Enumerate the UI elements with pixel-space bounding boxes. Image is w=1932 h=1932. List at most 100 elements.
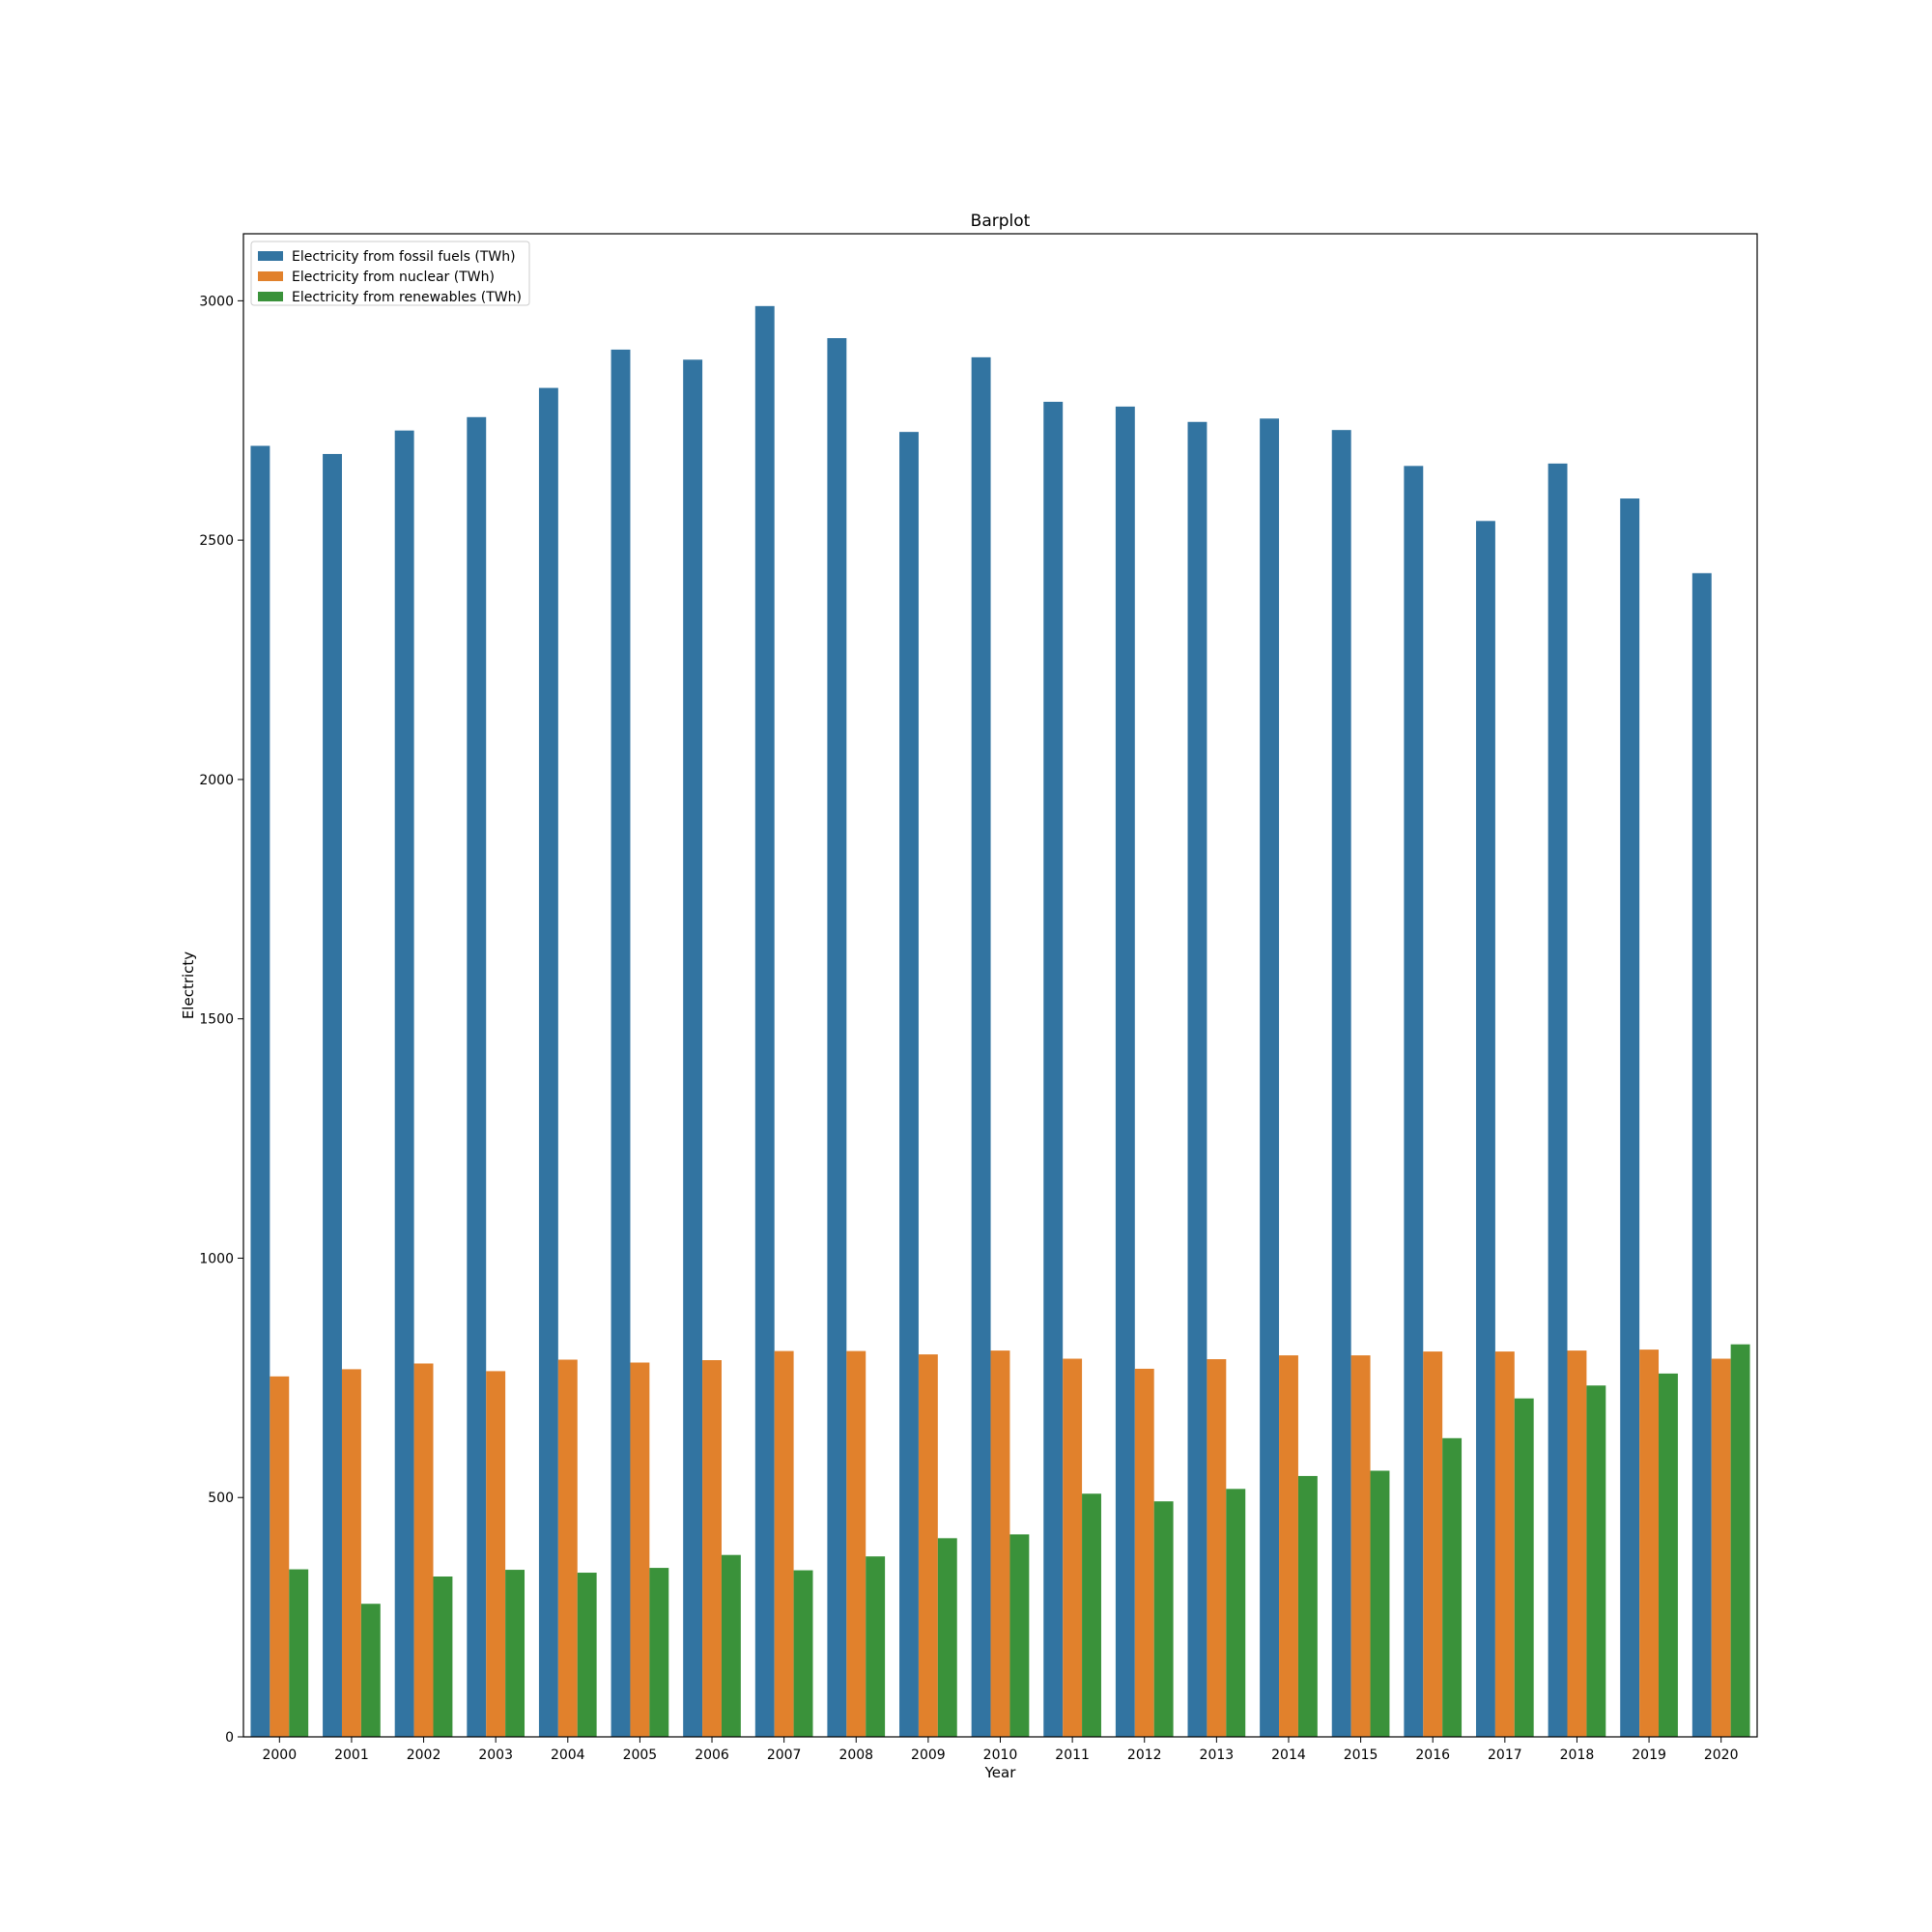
- bar-series-1-2005: [611, 349, 631, 1737]
- x-tick-label: 2000: [262, 1747, 297, 1763]
- bar-series-3-2004: [577, 1573, 597, 1737]
- bar-series-1-2009: [899, 432, 919, 1737]
- y-tick-label: 1500: [199, 1012, 234, 1028]
- x-tick-label: 2020: [1704, 1747, 1739, 1763]
- bar-series-2-2013: [1207, 1359, 1227, 1737]
- bar-series-2-2009: [918, 1354, 938, 1737]
- bar-series-2-2018: [1567, 1350, 1587, 1737]
- bar-series-3-2009: [937, 1538, 957, 1737]
- x-tick-label: 2011: [1055, 1747, 1090, 1763]
- x-tick-label: 2009: [911, 1747, 946, 1763]
- bar-series-3-2006: [721, 1554, 741, 1737]
- bar-series-3-2003: [505, 1570, 526, 1737]
- bar-series-2-2002: [413, 1363, 434, 1737]
- bar-series-2-2015: [1350, 1355, 1371, 1737]
- bar-series-2-2014: [1279, 1355, 1298, 1737]
- bar-series-2-2016: [1423, 1351, 1443, 1737]
- bar-series-3-2013: [1226, 1489, 1246, 1737]
- x-tick-label: 2001: [334, 1747, 369, 1763]
- bar-series-1-2010: [971, 356, 991, 1738]
- bar-series-3-2001: [360, 1604, 381, 1737]
- y-tick-label: 1000: [199, 1251, 234, 1266]
- bar-series-1-2000: [250, 445, 270, 1737]
- x-tick-label: 2016: [1415, 1747, 1450, 1763]
- bar-series-1-2001: [323, 453, 342, 1738]
- bar-series-1-2003: [467, 416, 487, 1737]
- bar-series-1-2002: [394, 430, 414, 1737]
- x-tick-label: 2019: [1632, 1747, 1666, 1763]
- x-axis-label: Year: [984, 1764, 1017, 1781]
- legend-entry-label: Electricity from nuclear (TWh): [292, 270, 495, 285]
- x-axis: 2000 2001 2002 2003 2004 2005 2006 2007 2008 2009…: [262, 1737, 1739, 1763]
- bar-series-3-2017: [1514, 1398, 1534, 1737]
- legend-swatch: [258, 292, 283, 301]
- bar-series-2-2007: [774, 1350, 794, 1737]
- x-tick-label: 2012: [1127, 1747, 1162, 1763]
- y-tick-label: 500: [208, 1491, 234, 1506]
- bar-series-1-2007: [754, 305, 775, 1738]
- bar-series-1-2006: [683, 359, 703, 1738]
- legend-box: [250, 241, 530, 306]
- bar-series-3-2019: [1659, 1373, 1678, 1737]
- x-tick-label: 2008: [838, 1747, 873, 1763]
- bar-series-1-2004: [538, 387, 558, 1737]
- bar-series-1-2013: [1187, 421, 1208, 1737]
- bar-series-2-2017: [1494, 1351, 1515, 1737]
- bar-series-2-2011: [1063, 1358, 1083, 1737]
- bar-series-1-2011: [1043, 401, 1064, 1738]
- y-tick-label: 3000: [199, 294, 234, 309]
- bar-series-2-2012: [1134, 1368, 1154, 1737]
- bar-series-3-2008: [866, 1556, 886, 1737]
- y-tick-label: 2000: [199, 773, 234, 788]
- bar-series-2-2003: [486, 1371, 506, 1737]
- bar-series-2-2005: [630, 1362, 650, 1737]
- bar-series-1-2020: [1691, 573, 1712, 1737]
- chart-title: Barplot: [971, 212, 1031, 231]
- bar-series-1-2012: [1115, 406, 1135, 1737]
- bar-series-3-2007: [793, 1570, 813, 1737]
- bars-group: [250, 305, 1750, 1738]
- x-tick-label: 2013: [1200, 1747, 1235, 1763]
- bar-series-1-2019: [1620, 498, 1640, 1737]
- y-axis-label: Electricty: [180, 952, 197, 1019]
- x-tick-label: 2017: [1488, 1747, 1522, 1763]
- x-tick-label: 2010: [983, 1747, 1018, 1763]
- bar-series-2-2001: [341, 1369, 361, 1737]
- bar-series-3-2015: [1370, 1470, 1390, 1737]
- bar-series-2-2000: [270, 1376, 290, 1737]
- legend-entry-label: Electricity from renewables (TWh): [292, 290, 522, 305]
- bar-series-2-2019: [1639, 1350, 1660, 1737]
- x-tick-label: 2002: [407, 1747, 441, 1763]
- legend-entry-label: Electricity from fossil fuels (TWh): [292, 249, 516, 265]
- bar-series-2-2010: [990, 1350, 1010, 1737]
- bar-series-3-2011: [1082, 1493, 1101, 1737]
- bar-series-2-2004: [557, 1359, 578, 1737]
- bar-series-1-2014: [1260, 418, 1280, 1737]
- x-tick-label: 2007: [767, 1747, 802, 1763]
- bar-series-3-2020: [1730, 1344, 1750, 1737]
- x-tick-label: 2004: [551, 1747, 585, 1763]
- bar-series-3-2005: [649, 1568, 669, 1737]
- bar-series-3-2010: [1009, 1534, 1030, 1737]
- bar-series-3-2002: [433, 1576, 453, 1737]
- bar-series-1-2008: [827, 338, 847, 1737]
- x-tick-label: 2015: [1344, 1747, 1378, 1763]
- y-tick-label: 2500: [199, 533, 234, 549]
- bar-series-1-2018: [1548, 463, 1568, 1737]
- legend-swatch: [258, 251, 283, 261]
- x-tick-label: 2003: [478, 1747, 513, 1763]
- bar-series-1-2015: [1331, 430, 1351, 1737]
- bar-series-2-2006: [702, 1360, 722, 1737]
- bar-series-1-2016: [1404, 466, 1424, 1738]
- bar-series-2-2008: [846, 1350, 867, 1737]
- legend-swatch: [258, 271, 283, 281]
- bar-series-2-2020: [1711, 1358, 1731, 1737]
- bar-series-1-2017: [1475, 521, 1495, 1737]
- y-tick-label: 0: [225, 1730, 234, 1746]
- x-tick-label: 2006: [695, 1747, 729, 1763]
- x-tick-label: 2014: [1271, 1747, 1306, 1763]
- bar-series-3-2000: [289, 1569, 309, 1737]
- legend: Electricity from fossil fuels (TWh) Elect…: [250, 241, 530, 306]
- bar-series-3-2014: [1297, 1475, 1318, 1737]
